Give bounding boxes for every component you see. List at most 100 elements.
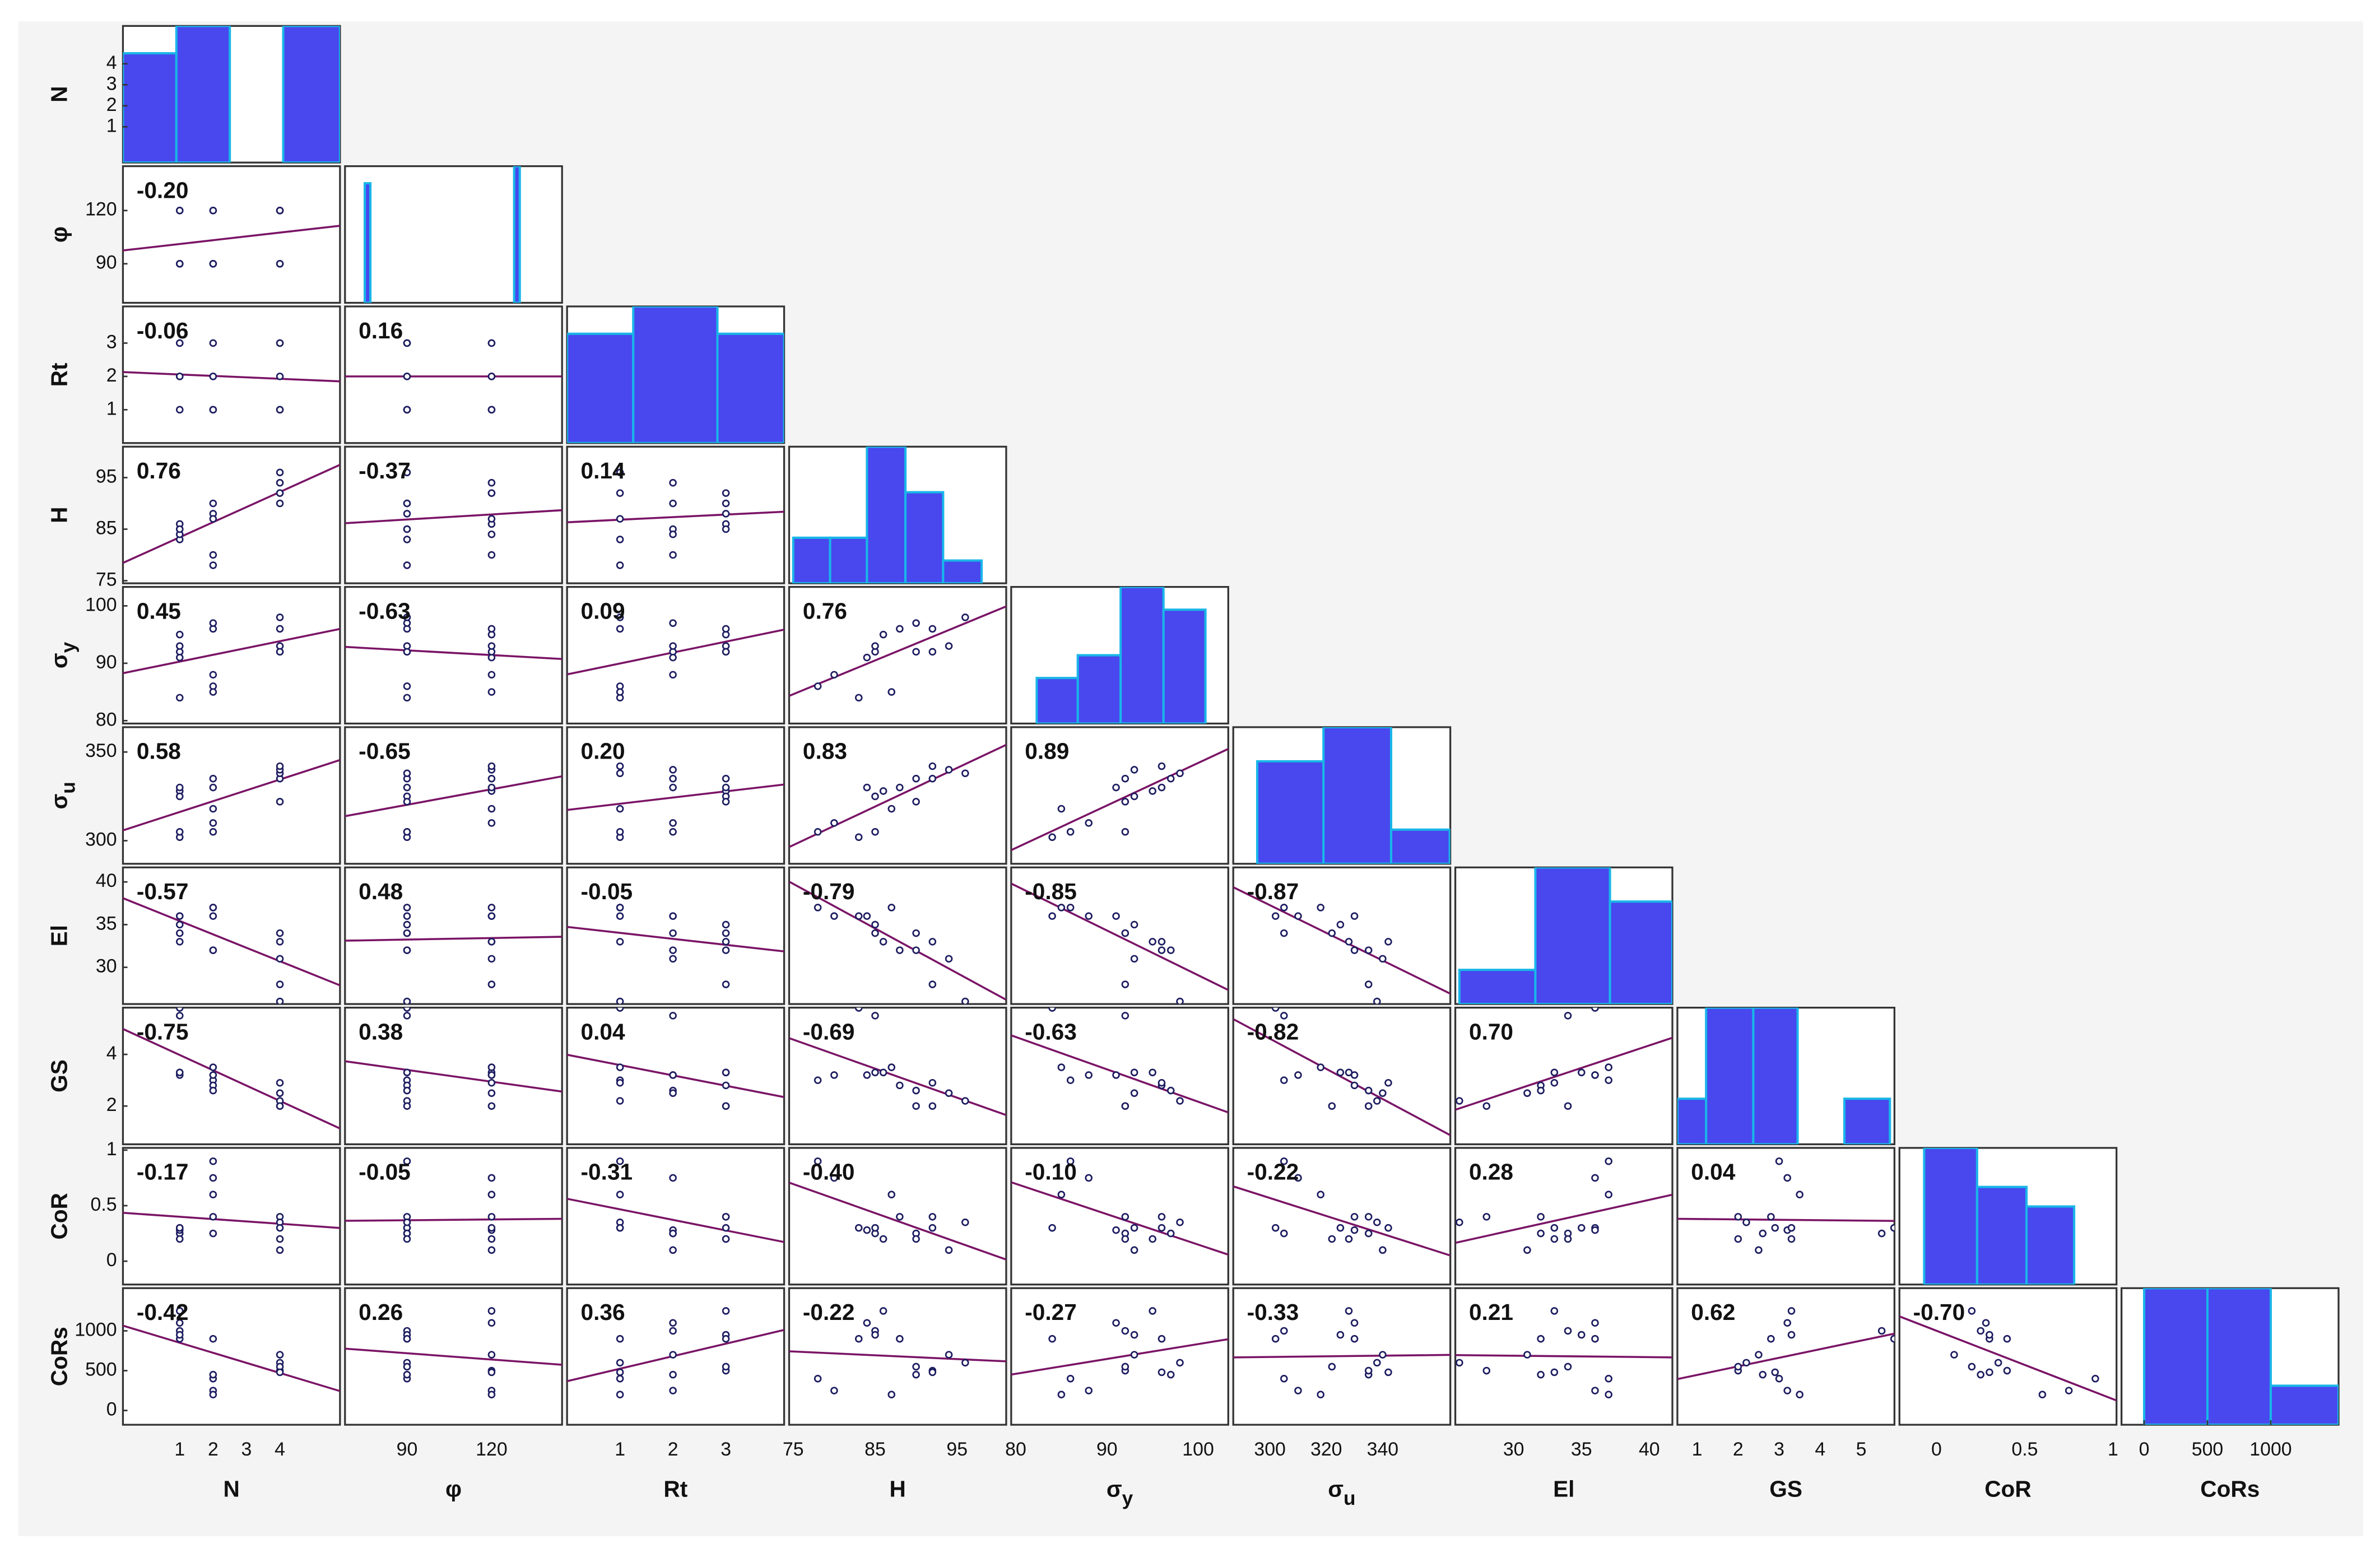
scatter-point xyxy=(276,406,284,414)
scatter-point xyxy=(403,1068,411,1077)
scatter-point xyxy=(487,783,496,792)
scatter-point xyxy=(1482,1102,1491,1110)
scatter-point xyxy=(1328,1102,1336,1110)
scatter-point xyxy=(209,828,217,836)
histogram-bar xyxy=(1458,969,1537,1005)
scatter-point xyxy=(175,783,184,792)
scatter-point xyxy=(928,648,937,656)
scatter-point xyxy=(722,625,730,633)
y-tick-label: 350 xyxy=(85,740,117,761)
panel-content xyxy=(1011,1307,1229,1398)
scatter-point xyxy=(403,1102,411,1110)
scatter-point xyxy=(887,1391,896,1398)
correlation-label: 0.21 xyxy=(1469,1299,1513,1325)
histogram-bar xyxy=(363,182,372,303)
scatter-point xyxy=(616,688,624,696)
scatter-point xyxy=(863,1319,871,1327)
scatter-point xyxy=(1550,1068,1559,1077)
scatter-point xyxy=(487,1191,496,1198)
scatter-point xyxy=(1121,1327,1129,1335)
correlation-label: 0.48 xyxy=(359,878,403,904)
scatter-point xyxy=(912,619,920,627)
panel xyxy=(566,445,785,584)
fit-line xyxy=(1233,1354,1451,1359)
scatter-point xyxy=(1775,1375,1783,1383)
correlation-label: 0.14 xyxy=(581,458,625,483)
scatter-point xyxy=(487,1351,496,1359)
scatter-point xyxy=(175,1007,184,1012)
scatter-point xyxy=(1121,775,1129,783)
panel xyxy=(788,585,1007,725)
panel xyxy=(566,585,785,725)
scatter-point xyxy=(487,1307,496,1315)
fit-line xyxy=(789,1182,1006,1261)
scatter-point xyxy=(887,688,896,696)
scatter-point xyxy=(854,833,863,841)
scatter-point xyxy=(403,510,411,518)
x-tick-label: 4 xyxy=(1815,1439,1825,1460)
scatter-point xyxy=(669,929,677,937)
histogram-bar xyxy=(282,26,340,163)
scatter-point xyxy=(722,980,730,988)
scatter-point xyxy=(1605,1157,1612,1165)
scatter-point xyxy=(276,997,284,1005)
scatter-point xyxy=(1121,1213,1129,1221)
scatter-point xyxy=(1537,1213,1545,1221)
label-symbol: H xyxy=(890,1476,906,1501)
panel-content xyxy=(123,464,340,569)
scatter-point xyxy=(1787,1331,1796,1339)
scatter-point xyxy=(945,1089,953,1097)
scatter-point xyxy=(175,1331,184,1339)
y-tick-label: 500 xyxy=(85,1359,117,1380)
x-tick-label: 2 xyxy=(1733,1439,1744,1460)
row-label: GS xyxy=(46,1059,72,1092)
histogram-bar xyxy=(1609,900,1672,1005)
scatter-point xyxy=(209,904,217,912)
label-symbol: CoR xyxy=(46,1193,72,1240)
scatter-point xyxy=(722,798,730,806)
fit-line xyxy=(789,881,1006,1001)
scatter-point xyxy=(1048,833,1056,841)
scatter-point xyxy=(616,1391,624,1398)
scatter-point xyxy=(616,536,624,543)
scatter-point xyxy=(616,762,624,770)
fit-line xyxy=(567,510,784,524)
scatter-point xyxy=(1130,792,1138,801)
panel-content xyxy=(123,26,340,163)
scatter-point xyxy=(487,938,496,946)
histogram-bar xyxy=(123,52,178,163)
scatter-point xyxy=(1130,1331,1138,1339)
scatter-point xyxy=(1890,1335,1895,1343)
scatter-point xyxy=(276,798,284,806)
scatter-point xyxy=(175,525,184,533)
scatter-point xyxy=(2003,1335,2011,1343)
correlation-label: -0.63 xyxy=(1025,1019,1077,1044)
scatter-point xyxy=(830,1387,838,1394)
scatter-point xyxy=(1482,1366,1491,1375)
scatter-point xyxy=(1294,1174,1302,1182)
label-symbol: σ xyxy=(46,794,72,810)
histogram-bar xyxy=(1677,1098,1708,1145)
scatter-point xyxy=(1176,997,1184,1005)
scatter-point xyxy=(896,625,904,633)
scatter-point xyxy=(487,805,496,813)
scatter-point xyxy=(879,1235,887,1243)
scatter-point xyxy=(1066,1076,1075,1084)
scatter-point xyxy=(854,912,863,920)
scatter-point xyxy=(896,1335,904,1343)
scatter-point xyxy=(1085,819,1093,827)
x-tick-label: 340 xyxy=(1367,1439,1399,1460)
scatter-point xyxy=(403,373,411,380)
scatter-point xyxy=(276,499,284,508)
scatter-point xyxy=(1755,1351,1763,1359)
scatter-point xyxy=(1379,1089,1387,1097)
scatter-point xyxy=(487,551,496,559)
scatter-point xyxy=(722,1224,730,1232)
panel-content xyxy=(123,613,340,702)
histogram-bar xyxy=(1843,1098,1891,1145)
correlation-label: -0.05 xyxy=(581,878,633,904)
scatter-point xyxy=(669,1351,677,1359)
x-tick-label: 90 xyxy=(397,1439,418,1460)
scatter-point xyxy=(1591,1387,1599,1394)
